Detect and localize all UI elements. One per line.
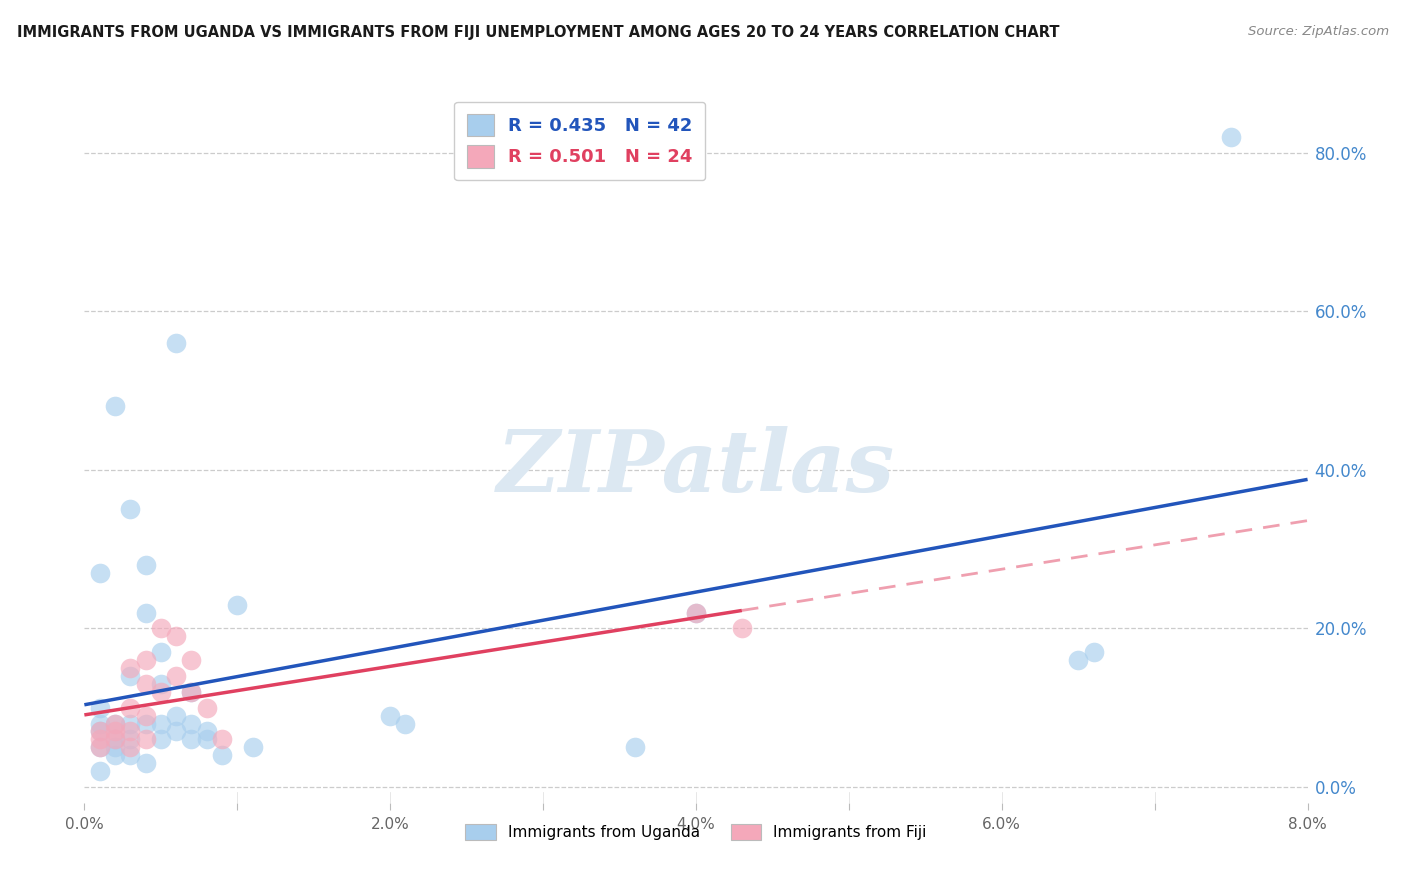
Point <box>104 748 127 763</box>
Point <box>1067 653 1090 667</box>
Text: IMMIGRANTS FROM UGANDA VS IMMIGRANTS FROM FIJI UNEMPLOYMENT AMONG AGES 20 TO 24 : IMMIGRANTS FROM UGANDA VS IMMIGRANTS FRO… <box>17 25 1059 40</box>
Point <box>89 740 111 755</box>
Point <box>135 708 157 723</box>
Point <box>104 732 127 747</box>
Point <box>104 732 127 747</box>
Point <box>135 558 157 572</box>
Point <box>104 724 127 739</box>
Point <box>394 716 416 731</box>
Point <box>89 732 111 747</box>
Point <box>89 700 111 714</box>
Point <box>180 732 202 747</box>
Point <box>685 606 707 620</box>
Point <box>120 732 142 747</box>
Point <box>149 677 172 691</box>
Point <box>1083 645 1105 659</box>
Point <box>120 748 142 763</box>
Point <box>211 748 233 763</box>
Point <box>120 716 142 731</box>
Point <box>1220 129 1243 144</box>
Point <box>135 732 157 747</box>
Point <box>120 740 142 755</box>
Point <box>135 606 157 620</box>
Point <box>165 335 187 350</box>
Point <box>149 645 172 659</box>
Point <box>685 606 707 620</box>
Point <box>149 621 172 635</box>
Point <box>165 708 187 723</box>
Point <box>180 685 202 699</box>
Point <box>180 653 202 667</box>
Point <box>89 724 111 739</box>
Point <box>165 724 187 739</box>
Point <box>149 716 172 731</box>
Point <box>195 732 218 747</box>
Point <box>135 756 157 771</box>
Point <box>120 502 142 516</box>
Point <box>89 724 111 739</box>
Point <box>380 708 402 723</box>
Point <box>89 764 111 778</box>
Point <box>149 685 172 699</box>
Point <box>624 740 647 755</box>
Point <box>195 724 218 739</box>
Point <box>211 732 233 747</box>
Point <box>180 685 202 699</box>
Point <box>195 700 218 714</box>
Point <box>135 716 157 731</box>
Point <box>104 400 127 414</box>
Point <box>135 677 157 691</box>
Point <box>149 732 172 747</box>
Point <box>89 716 111 731</box>
Point <box>135 653 157 667</box>
Point <box>165 669 187 683</box>
Point <box>120 724 142 739</box>
Point <box>104 716 127 731</box>
Text: ZIPatlas: ZIPatlas <box>496 425 896 509</box>
Point <box>104 716 127 731</box>
Point <box>120 669 142 683</box>
Point <box>89 740 111 755</box>
Point <box>226 598 249 612</box>
Point <box>120 661 142 675</box>
Point <box>120 700 142 714</box>
Point <box>89 566 111 580</box>
Text: Source: ZipAtlas.com: Source: ZipAtlas.com <box>1249 25 1389 38</box>
Point <box>242 740 264 755</box>
Point <box>165 629 187 643</box>
Point <box>731 621 754 635</box>
Point <box>180 716 202 731</box>
Legend: Immigrants from Uganda, Immigrants from Fiji: Immigrants from Uganda, Immigrants from … <box>458 818 934 847</box>
Point <box>104 740 127 755</box>
